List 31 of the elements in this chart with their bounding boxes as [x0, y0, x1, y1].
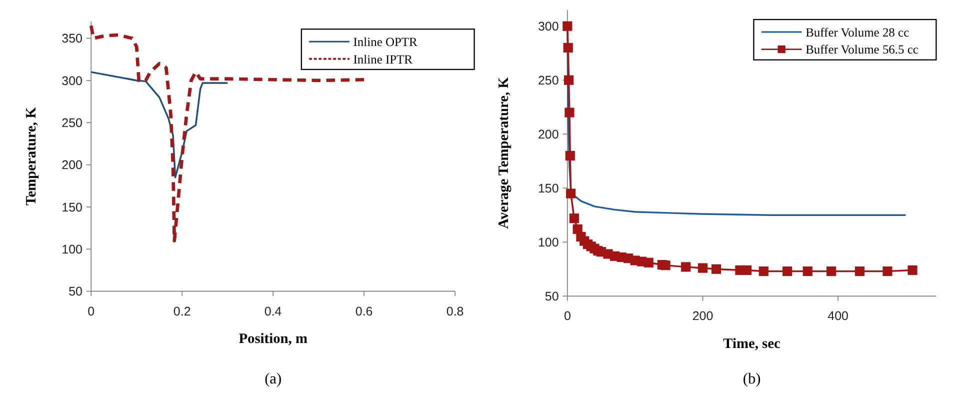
- y-tick-label: 200: [62, 158, 83, 172]
- y-tick-label: 350: [62, 32, 83, 46]
- y-axis-title: Temperature, K: [23, 106, 40, 206]
- legend-label: Inline OPTR: [353, 34, 418, 49]
- y-tick-label: 50: [544, 289, 559, 304]
- x-tick-label: 0: [88, 304, 95, 318]
- y-tick-label: 100: [62, 242, 83, 256]
- x-tick-label: 200: [692, 309, 714, 324]
- x-tick-label: 0.6: [355, 304, 373, 318]
- x-axis-title: Position, m: [238, 331, 308, 348]
- x-tick-label: 0.8: [446, 304, 464, 318]
- y-tick-label: 100: [538, 235, 559, 250]
- x-tick-label: 400: [828, 309, 849, 324]
- x-tick-label: 0: [564, 309, 571, 324]
- y-tick-label: 250: [62, 116, 83, 130]
- y-tick-label: 200: [538, 127, 559, 142]
- y-tick-label: 300: [62, 74, 83, 88]
- x-tick-label: 0.2: [173, 304, 191, 318]
- y-tick-label: 150: [538, 181, 559, 196]
- y-axis-title: Average Temperature, K: [496, 76, 512, 229]
- text: (b): [742, 370, 761, 388]
- x-tick-label: 0.4: [264, 304, 282, 318]
- y-tick-label: 150: [62, 200, 83, 214]
- text: (a): [264, 370, 282, 388]
- legend-label: Buffer Volume 28 cc: [806, 25, 910, 40]
- x-axis-title: Time, sec: [723, 336, 782, 352]
- y-tick-label: 250: [538, 73, 559, 88]
- legend-label: Inline IPTR: [353, 52, 414, 66]
- y-tick-label: 50: [68, 284, 83, 299]
- legend-label: Buffer Volume 56.5 cc: [806, 42, 919, 57]
- y-tick-label: 300: [538, 19, 559, 34]
